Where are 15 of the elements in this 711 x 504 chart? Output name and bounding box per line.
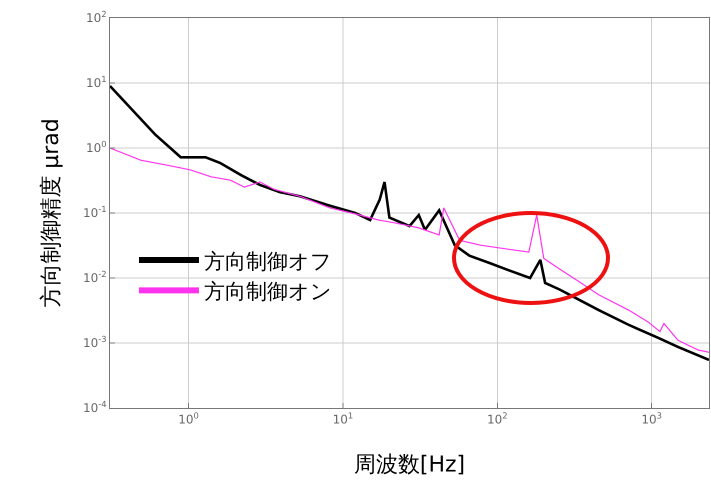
x-tick-label: 10$^{0}$ <box>178 410 199 426</box>
y-tick-label: 10$^{0}$ <box>86 139 107 156</box>
y-tick-label: 10$^{-3}$ <box>82 334 107 350</box>
y-tick-label: 10$^{2}$ <box>86 9 107 26</box>
y-tick-label: 10$^{1}$ <box>86 74 107 90</box>
x-tick-label: 10$^{1}$ <box>332 410 354 426</box>
y-axis-title: 方向制御精度 μrad <box>38 118 64 308</box>
y-tick-label: 10$^{-2}$ <box>82 269 107 286</box>
x-tick-label: 10$^{2}$ <box>487 410 508 426</box>
legend-label: 方向制御オフ <box>204 249 332 274</box>
y-tick-label: 10$^{-4}$ <box>82 399 107 416</box>
y-tick-label: 10$^{-1}$ <box>82 204 107 220</box>
x-axis-title: 周波数[Hz] <box>354 452 466 478</box>
legend-label: 方向制御オン <box>204 280 332 304</box>
x-tick-label: 10$^{3}$ <box>641 410 662 426</box>
